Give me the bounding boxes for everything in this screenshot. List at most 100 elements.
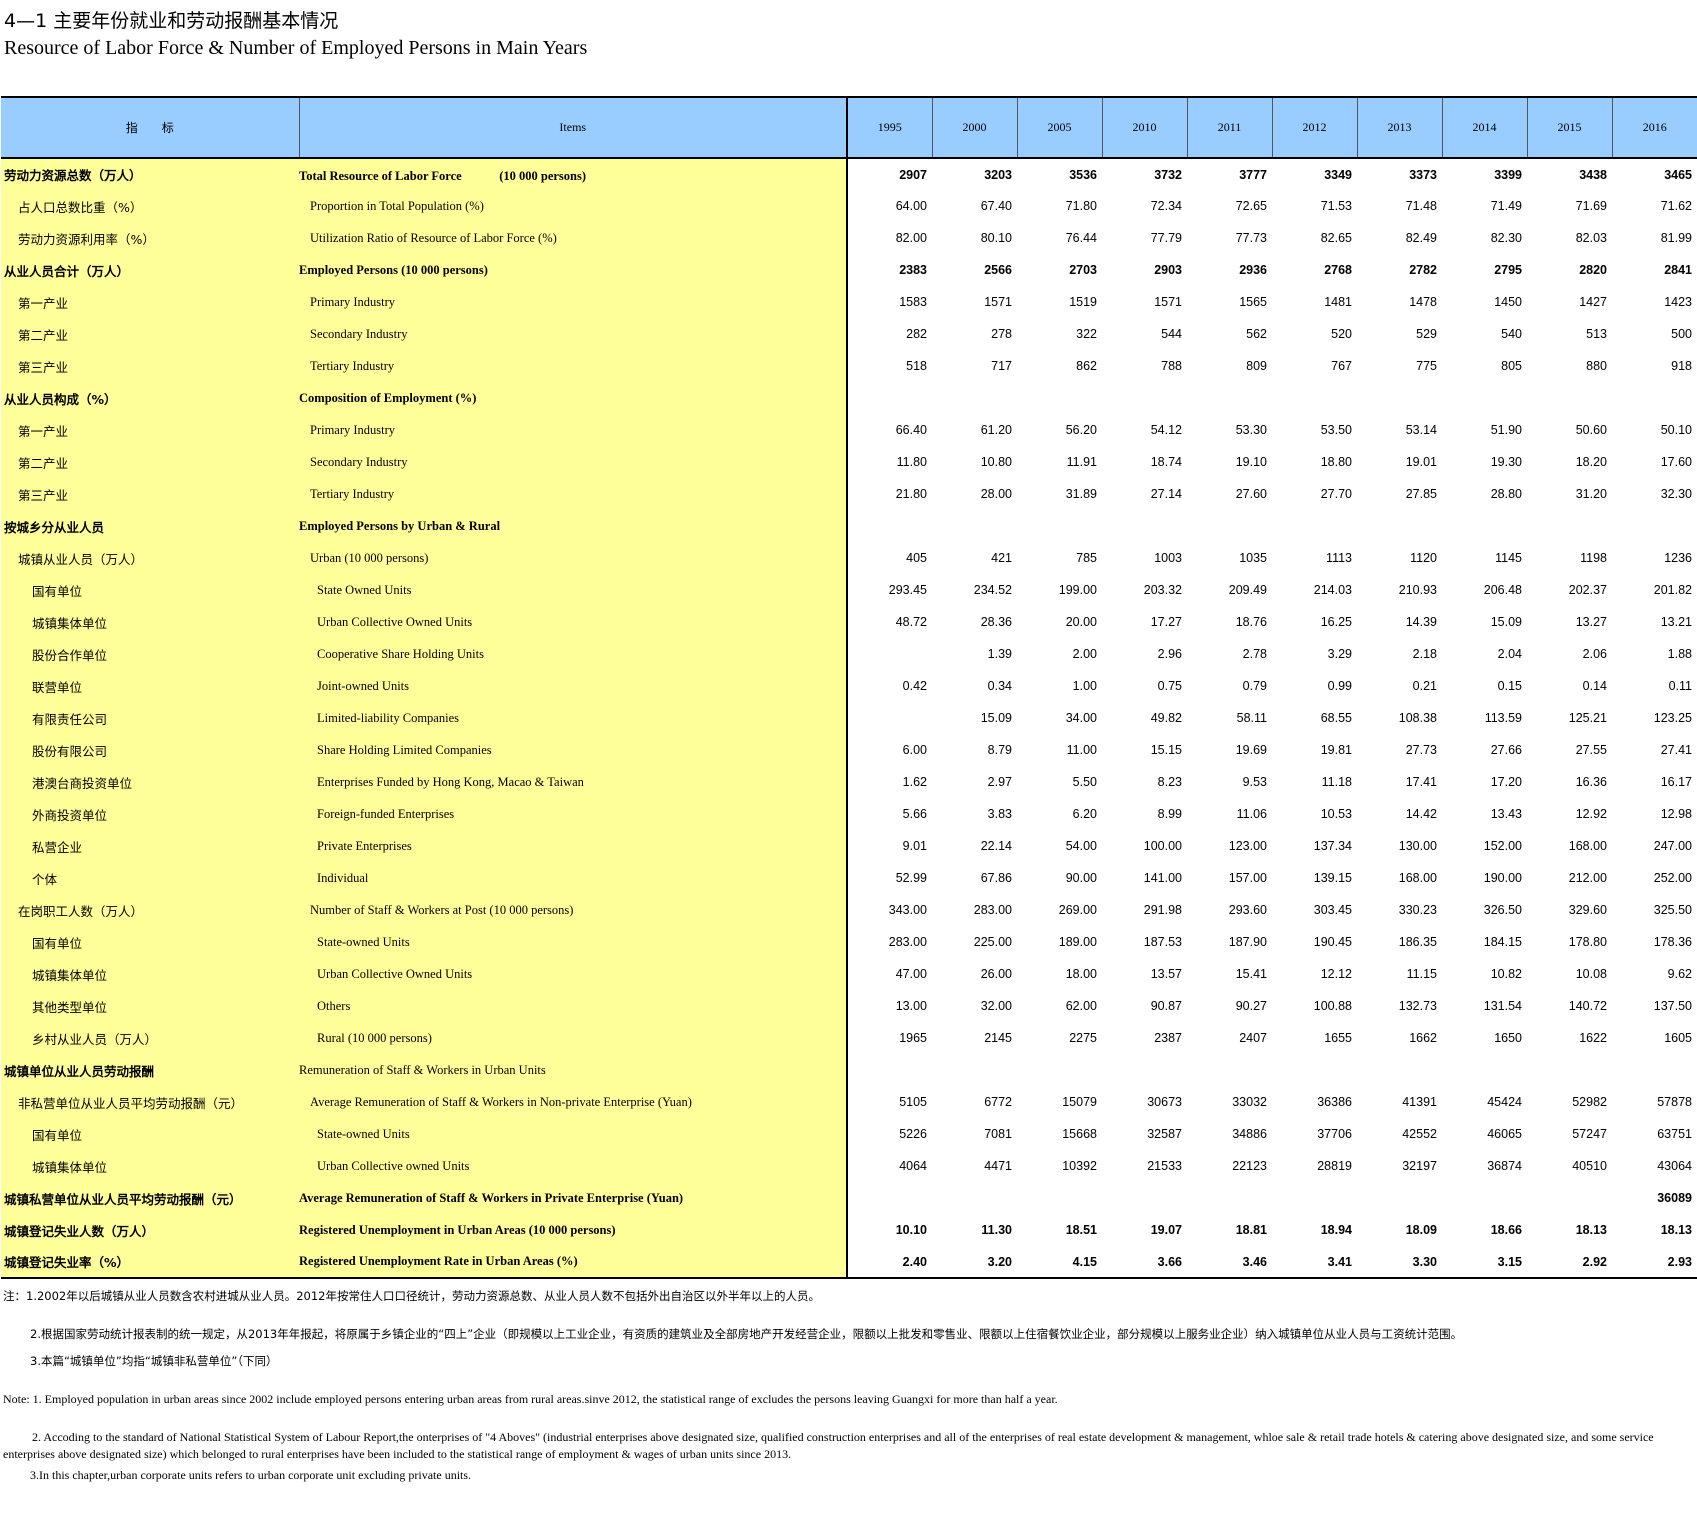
table-header-row: 指 标 Items 1995 2000 2005 2010 2011 2012 …: [1, 96, 1697, 159]
cell-value: 2.40: [847, 1246, 932, 1279]
row-label-en: Primary Industry: [299, 286, 848, 318]
note-cn-2: 2.根据国家劳动统计报表制的统一规定，从2013年年报起，将原属于乡镇企业的“四…: [30, 1327, 1463, 1341]
cell-value: [1527, 382, 1612, 414]
cell-value: 4.15: [1017, 1246, 1102, 1279]
cell-value: 18.81: [1235, 1223, 1267, 1237]
table-row: 个体 Individual 52.99 67.86 90.00 141.00 157.00 1…: [1, 862, 1697, 894]
row-label-en: Rural (10 000 persons): [299, 1022, 848, 1054]
cell-value: 210.93: [1398, 583, 1437, 597]
row-label-cn: 其他类型单位: [1, 990, 299, 1022]
cell-value: 880: [1586, 359, 1607, 373]
cell-value: 62.00: [1065, 999, 1097, 1013]
row-label-cn: 港澳台商投资单位: [1, 766, 299, 798]
cell-value: 27.66: [1490, 743, 1522, 757]
cell-value: 293.45: [888, 583, 927, 597]
cell-value: 3399: [1494, 167, 1522, 182]
cell-value: 15079: [1062, 1095, 1097, 1109]
cell-value: 50.60: [1575, 423, 1607, 437]
cell-value: 3203: [984, 167, 1012, 182]
cell-value: 76.44: [1065, 231, 1097, 245]
cell-value: [847, 638, 932, 670]
cell-value: 2907: [899, 167, 927, 182]
note-en-3: 3.In this chapter,urban corporate units …: [30, 1468, 472, 1482]
cell-value: 4064: [899, 1159, 927, 1173]
cell-value: 72.65: [1235, 199, 1267, 213]
row-label-en: Tertiary Industry: [299, 478, 848, 510]
cell-value: 14.42: [1405, 807, 1437, 821]
row-label-en: Share Holding Limited Companies: [299, 734, 848, 766]
cell-value: 2387: [1154, 1031, 1182, 1045]
cell-value: [1612, 510, 1697, 542]
cell-value: 1.00: [1072, 679, 1097, 693]
cell-value: 18.74: [1150, 455, 1182, 469]
cell-value: 2795: [1494, 263, 1522, 277]
table-row: 股份合作单位 Cooperative Share Holding Units 1.3…: [1, 638, 1697, 670]
cell-value: 10.08: [1575, 967, 1607, 981]
row-label-cn: 从业人员构成（%）: [1, 382, 299, 414]
row-label-cn: 非私营单位从业人员平均劳动报酬（元）: [1, 1086, 299, 1118]
cell-value: 0.21: [1412, 679, 1437, 693]
cell-value: 1145: [1495, 551, 1522, 565]
cell-value: 3.41: [1272, 1246, 1357, 1279]
header-year: 2000: [932, 96, 1018, 159]
row-label-cn: 外商投资单位: [1, 798, 299, 830]
cell-value: 269.00: [1058, 903, 1097, 917]
cell-value: 27.85: [1405, 487, 1437, 501]
cell-value: [1187, 382, 1272, 414]
table-row: 城镇登记失业率（%） Registered Unemployment Rate i…: [1, 1246, 1697, 1279]
header-year: 2005: [1017, 96, 1103, 159]
cell-value: 2820: [1579, 263, 1607, 277]
cell-value: 18.94: [1320, 1223, 1352, 1237]
cell-value: 63751: [1657, 1127, 1692, 1141]
cell-value: 48.72: [895, 615, 927, 629]
cell-value: 325.50: [1653, 903, 1692, 917]
cell-value: 186.35: [1398, 935, 1437, 949]
cell-value: 283.00: [888, 935, 927, 949]
row-label-cn: 第二产业: [1, 446, 299, 478]
header-year: 1995: [847, 96, 933, 159]
cell-value: 13.00: [895, 999, 927, 1013]
table-row: 在岗职工人数（万人） Number of Staff & Workers at P…: [1, 894, 1697, 926]
table-row: 城镇单位从业人员劳动报酬 Remuneration of Staff & Work…: [1, 1054, 1697, 1086]
cell-value: 67.86: [980, 871, 1012, 885]
cell-value: 123.00: [1228, 839, 1267, 853]
cell-value: 767: [1331, 359, 1352, 373]
cell-value: 19.81: [1320, 743, 1352, 757]
cell-value: 2145: [984, 1031, 1012, 1045]
cell-value: 184.15: [1483, 935, 1522, 949]
cell-value: 326.50: [1483, 903, 1522, 917]
cell-value: 40510: [1572, 1159, 1607, 1173]
row-label-cn: 私营企业: [1, 830, 299, 862]
cell-value: 71.48: [1405, 199, 1437, 213]
cell-value: [1442, 382, 1527, 414]
cell-value: 1003: [1154, 551, 1182, 565]
cell-value: 64.00: [895, 199, 927, 213]
row-label-en: Primary Industry: [299, 414, 848, 446]
table-row: 国有单位 State-owned Units 283.00 225.00 189.00 1…: [1, 926, 1697, 958]
row-label-cn: 城镇单位从业人员劳动报酬: [1, 1054, 299, 1086]
cell-value: [1102, 1054, 1187, 1086]
cell-value: 8.23: [1157, 775, 1182, 789]
cell-value: [1017, 1054, 1102, 1086]
cell-value: [847, 1054, 932, 1086]
cell-value: 2768: [1324, 263, 1352, 277]
cell-value: 11.30: [981, 1223, 1012, 1237]
row-label-cn: 股份有限公司: [1, 734, 299, 766]
cell-value: 13.27: [1575, 615, 1607, 629]
cell-value: 71.49: [1490, 199, 1522, 213]
cell-value: 7081: [984, 1127, 1012, 1141]
cell-value: 2.92: [1527, 1246, 1612, 1279]
table-row: 第三产业 Tertiary Industry 518 717 862 788 809 767 7…: [1, 350, 1697, 382]
table-row: 外商投资单位 Foreign-funded Enterprises 5.66 3.83…: [1, 798, 1697, 830]
cell-value: 31.89: [1065, 487, 1097, 501]
cell-value: 225.00: [973, 935, 1012, 949]
cell-value: 293.60: [1228, 903, 1267, 917]
cell-value: 57878: [1657, 1095, 1692, 1109]
cell-value: 2.00: [1072, 647, 1097, 661]
cell-value: 19.10: [1235, 455, 1267, 469]
cell-value: 1.39: [987, 647, 1012, 661]
cell-value: 34886: [1232, 1127, 1267, 1141]
cell-value: 2.97: [987, 775, 1012, 789]
cell-value: 1120: [1410, 551, 1437, 565]
cell-value: 5.66: [902, 807, 927, 821]
